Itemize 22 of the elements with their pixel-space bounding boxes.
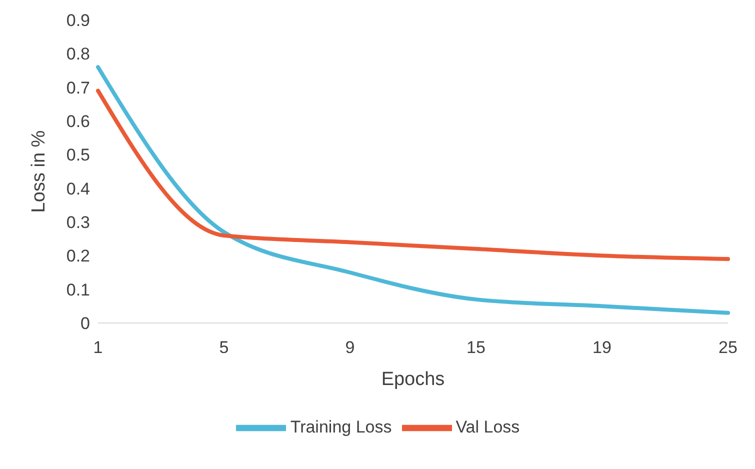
- x-axis-title: Epochs: [381, 369, 445, 390]
- y-tick-label: 0.5: [66, 146, 90, 165]
- x-tick-label: 25: [718, 338, 738, 358]
- y-tick-label: 0: [80, 314, 90, 334]
- x-tick-label: 5: [219, 338, 229, 358]
- y-tick-label: 0.9: [66, 11, 90, 30]
- x-tick-label: 15: [466, 338, 486, 358]
- y-tick-label: 0.6: [66, 112, 90, 132]
- y-tick-label: 0.2: [66, 246, 90, 266]
- x-tick-label: 1: [93, 338, 103, 358]
- legend-label: Training Loss: [290, 417, 392, 436]
- y-tick-label: 0.3: [66, 213, 90, 232]
- y-axis-title: Loss in %: [28, 130, 50, 213]
- line-series: [96, 65, 730, 315]
- y-tick-label: 0.4: [66, 179, 90, 198]
- y-tick-label: 0.7: [66, 78, 90, 98]
- line-series: [96, 88, 730, 262]
- y-tick-label: 0.1: [66, 280, 90, 300]
- x-tick-label: 19: [592, 338, 612, 358]
- legend-label: Val Loss: [456, 417, 520, 436]
- x-tick-label: 9: [345, 338, 355, 358]
- y-tick-label: 0.8: [66, 44, 90, 64]
